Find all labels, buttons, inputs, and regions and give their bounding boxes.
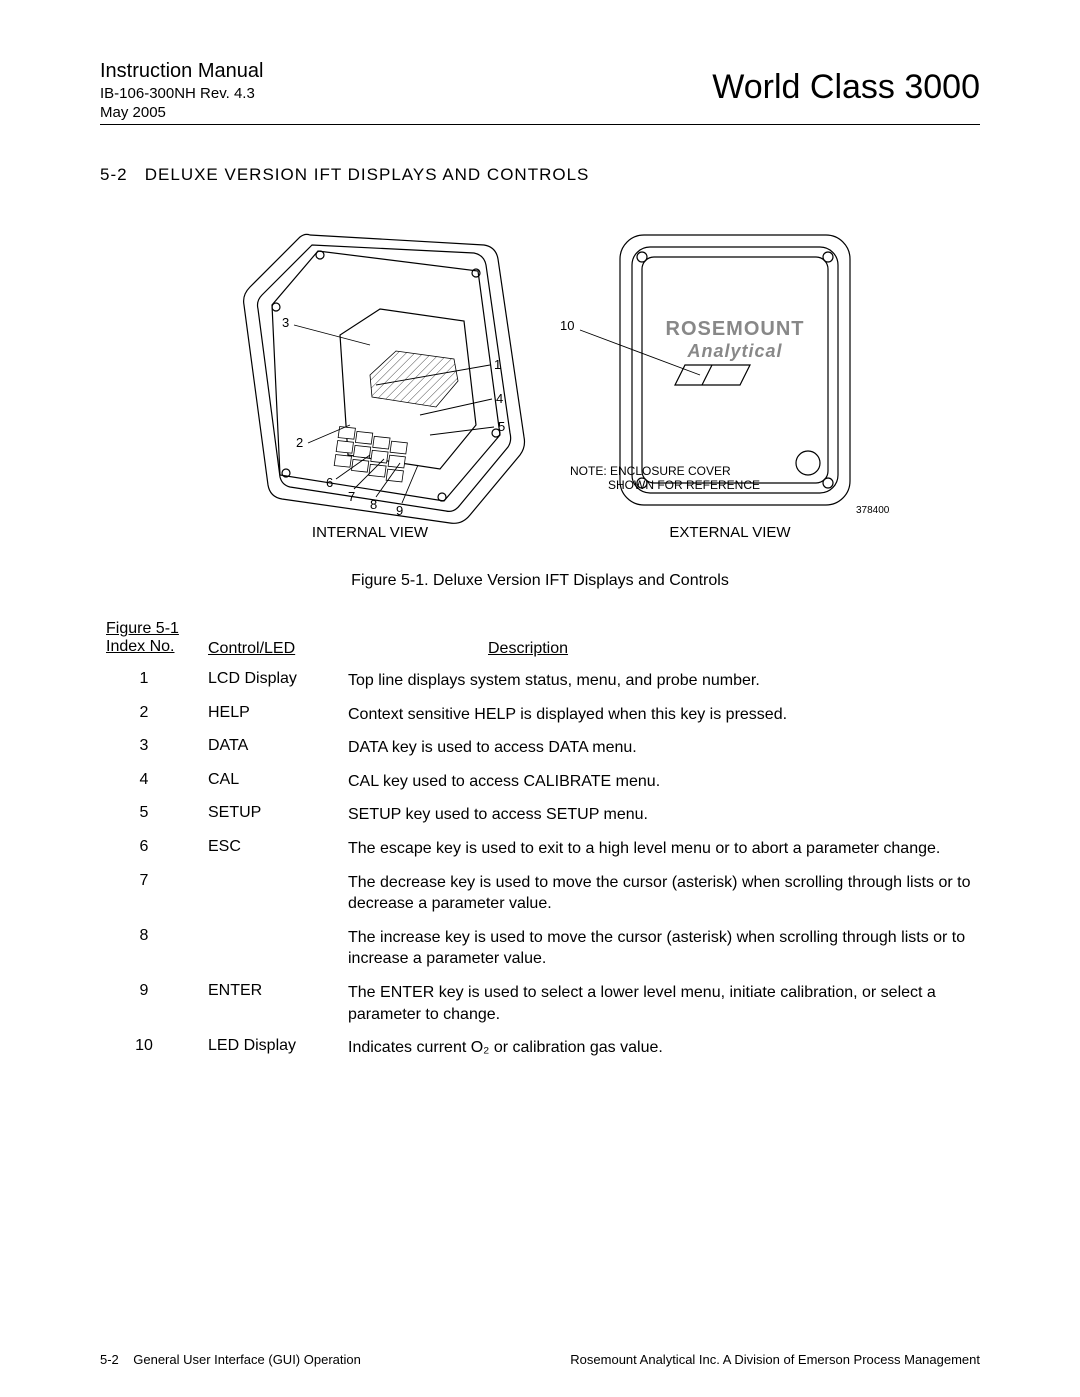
callout-9: 9 <box>396 503 403 518</box>
table-row: 3DATADATA key is used to access DATA men… <box>100 737 980 759</box>
brand-line2: Analytical <box>686 341 782 361</box>
table-row: 4CALCAL key used to access CALIBRATE men… <box>100 771 980 793</box>
external-view-label: EXTERNAL VIEW <box>669 524 791 541</box>
callout-5: 5 <box>498 419 505 434</box>
row-index: 5 <box>100 804 208 826</box>
footer-page-number: 5-2 <box>100 1352 119 1367</box>
row-description: The ENTER key is used to select a lower … <box>348 982 980 1025</box>
internal-view-drawing: 1 2 3 4 5 6 7 8 9 <box>244 234 525 523</box>
section-heading: 5-2 DELUXE VERSION IFT DISPLAYS AND CONT… <box>100 165 980 185</box>
row-control: DATA <box>208 737 348 759</box>
row-control <box>208 927 348 970</box>
diagram-svg: 1 2 3 4 5 6 7 8 9 <box>190 215 890 545</box>
table-row: 1LCD DisplayTop line displays system sta… <box>100 670 980 692</box>
figure-note-line2: SHOWN FOR REFERENCE <box>608 478 760 492</box>
row-index: 4 <box>100 771 208 793</box>
figure-part-number: 37840022 <box>856 505 890 516</box>
figure-note-line1: NOTE: ENCLOSURE COVER <box>570 464 731 478</box>
manual-title: Instruction Manual <box>100 60 263 83</box>
row-index: 9 <box>100 982 208 1025</box>
figure-area: 1 2 3 4 5 6 7 8 9 <box>100 215 980 590</box>
row-index: 8 <box>100 927 208 970</box>
page-footer: 5-2 General User Interface (GUI) Operati… <box>100 1352 980 1367</box>
row-index: 1 <box>100 670 208 692</box>
external-view-drawing: ROSEMOUNT Analytical 10 NOTE: ENCLOSURE … <box>560 235 890 516</box>
header-rule <box>100 124 980 125</box>
table-row: 10LED DisplayIndicates current O₂ or cal… <box>100 1037 980 1059</box>
internal-view-label: INTERNAL VIEW <box>312 524 429 541</box>
callout-8: 8 <box>370 497 377 512</box>
row-description: The escape key is used to exit to a high… <box>348 838 980 860</box>
section-number: 5-2 <box>100 165 128 184</box>
callout-2: 2 <box>296 435 303 450</box>
row-description: DATA key is used to access DATA menu. <box>348 737 980 759</box>
row-control <box>208 872 348 915</box>
product-title: World Class 3000 <box>712 68 980 107</box>
doc-date: May 2005 <box>100 104 263 121</box>
callout-6: 6 <box>326 475 333 490</box>
row-description: SETUP key used to access SETUP menu. <box>348 804 980 826</box>
row-index: 7 <box>100 872 208 915</box>
th-control: Control/LED <box>208 640 295 657</box>
table-row: 8 The increase key is used to move the cu… <box>100 927 980 970</box>
row-control: ESC <box>208 838 348 860</box>
section-title: DELUXE VERSION IFT DISPLAYS AND CONTROLS <box>145 165 590 184</box>
row-description: CAL key used to access CALIBRATE menu. <box>348 771 980 793</box>
table-row: 7 The decrease key is used to move the cu… <box>100 872 980 915</box>
row-control: CAL <box>208 771 348 793</box>
row-control: ENTER <box>208 982 348 1025</box>
table-row: 9ENTERThe ENTER key is used to select a … <box>100 982 980 1025</box>
row-index: 2 <box>100 704 208 726</box>
th-index-no: Index No. <box>106 638 174 655</box>
callout-3: 3 <box>282 315 289 330</box>
row-description: Indicates current O₂ or calibration gas … <box>348 1037 980 1059</box>
callout-10: 10 <box>560 318 574 333</box>
row-description: Context sensitive HELP is displayed when… <box>348 704 980 726</box>
table-row: 2HELPContext sensitive HELP is displayed… <box>100 704 980 726</box>
th-figure: Figure 5-1 <box>106 620 179 637</box>
row-control: LED Display <box>208 1037 348 1059</box>
callout-7: 7 <box>348 489 355 504</box>
doc-revision: IB-106-300NH Rev. 4.3 <box>100 85 263 102</box>
table-row: 5SETUPSETUP key used to access SETUP men… <box>100 804 980 826</box>
row-description: Top line displays system status, menu, a… <box>348 670 980 692</box>
table-row: 6ESCThe escape key is used to exit to a … <box>100 838 980 860</box>
footer-section-name: General User Interface (GUI) Operation <box>133 1352 361 1367</box>
row-index: 10 <box>100 1037 208 1059</box>
row-control: HELP <box>208 704 348 726</box>
callout-1: 1 <box>494 357 501 372</box>
brand-line1: ROSEMOUNT <box>666 318 805 340</box>
page-header: Instruction Manual IB-106-300NH Rev. 4.3… <box>100 60 980 120</box>
row-description: The increase key is used to move the cur… <box>348 927 980 970</box>
row-index: 6 <box>100 838 208 860</box>
row-control: LCD Display <box>208 670 348 692</box>
figure-caption: Figure 5-1. Deluxe Version IFT Displays … <box>100 572 980 590</box>
th-description: Description <box>488 640 568 657</box>
footer-company: Rosemount Analytical Inc. A Division of … <box>570 1352 980 1367</box>
callout-4: 4 <box>496 391 503 406</box>
controls-table: Figure 5-1 Index No. Control/LED Descrip… <box>100 620 980 1059</box>
row-control: SETUP <box>208 804 348 826</box>
row-description: The decrease key is used to move the cur… <box>348 872 980 915</box>
row-index: 3 <box>100 737 208 759</box>
